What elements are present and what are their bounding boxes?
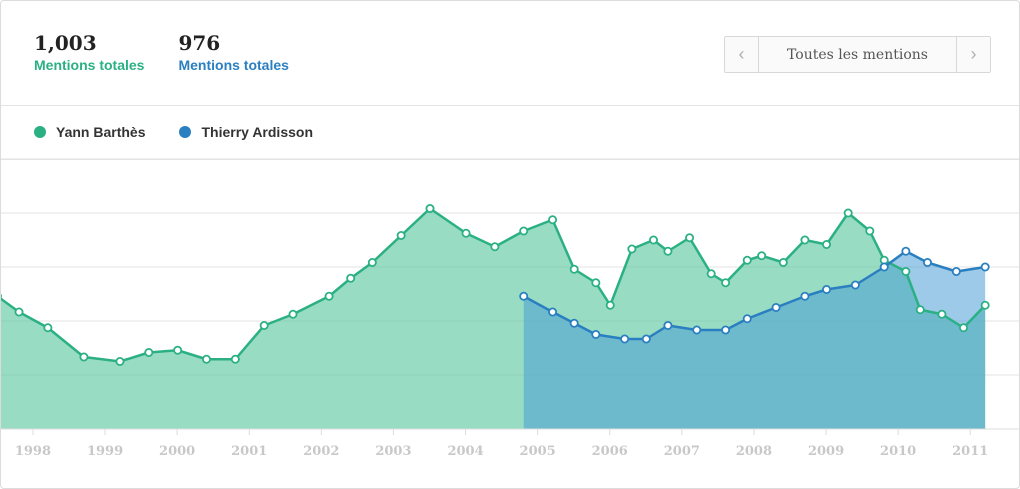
- data-point: [144, 347, 154, 357]
- legend: Yann Barthès Thierry Ardisson: [34, 124, 313, 140]
- data-point: [742, 255, 752, 265]
- data-point: [850, 280, 860, 290]
- stat-value: 1,003: [34, 31, 97, 55]
- data-point: [685, 233, 695, 243]
- data-point: [569, 264, 579, 274]
- data-point: [396, 230, 406, 240]
- data-point: [901, 246, 911, 256]
- stats-row: 1,003 Mentions totales 976 Mentions tota…: [34, 31, 289, 73]
- series-area: [523, 251, 986, 429]
- x-tick-label: 2009: [808, 444, 844, 459]
- data-point: [757, 251, 767, 261]
- data-point: [822, 284, 832, 294]
- mention-filter-switcher: ‹ Toutes les mentions ›: [724, 36, 991, 73]
- data-point: [519, 226, 529, 236]
- filter-label[interactable]: Toutes les mentions: [787, 46, 928, 63]
- data-point: [605, 300, 615, 310]
- stat-series-2: 976 Mentions totales: [178, 31, 288, 73]
- data-point: [591, 278, 601, 288]
- data-point: [569, 318, 579, 328]
- data-point: [641, 334, 651, 344]
- data-point: [800, 291, 810, 301]
- data-point: [14, 307, 24, 317]
- legend-dot: [34, 126, 46, 138]
- legend-label: Thierry Ardisson: [201, 124, 313, 140]
- divider: [1, 105, 1019, 106]
- legend-item-series-2[interactable]: Thierry Ardisson: [179, 124, 313, 140]
- x-tick-label: 2002: [303, 444, 339, 459]
- data-point: [721, 325, 731, 335]
- data-point: [115, 356, 125, 366]
- data-point: [951, 266, 961, 276]
- data-point: [43, 323, 53, 333]
- x-tick-label: 2003: [375, 444, 411, 459]
- data-point: [771, 302, 781, 312]
- data-point: [490, 242, 500, 252]
- data-point: [649, 235, 659, 245]
- series-line: [1, 207, 987, 363]
- data-point: [627, 244, 637, 254]
- data-point: [259, 320, 269, 330]
- data-point: [865, 226, 875, 236]
- x-tick-label: 2010: [880, 444, 916, 459]
- data-point: [915, 305, 925, 315]
- data-point: [519, 291, 529, 301]
- x-tick-label: 2007: [664, 444, 700, 459]
- data-point: [843, 208, 853, 218]
- data-point: [548, 215, 558, 225]
- data-point: [173, 345, 183, 355]
- legend-dot: [179, 126, 192, 138]
- data-point: [663, 246, 673, 256]
- data-point: [937, 309, 947, 319]
- data-point: [822, 239, 832, 249]
- x-tick-label: 2006: [592, 444, 628, 459]
- x-tick-label: 2008: [736, 444, 772, 459]
- stat-label: Mentions totales: [178, 57, 289, 73]
- data-point: [367, 257, 377, 267]
- data-point: [721, 278, 731, 288]
- data-point: [620, 334, 630, 344]
- x-tick-label: 2001: [231, 444, 267, 459]
- data-point: [79, 352, 89, 362]
- data-point: [425, 203, 435, 213]
- data-point: [591, 329, 601, 339]
- x-tick-label: 2004: [447, 444, 483, 459]
- x-tick-label: 2005: [520, 444, 556, 459]
- data-point: [692, 325, 702, 335]
- data-point: [742, 314, 752, 324]
- data-point: [800, 235, 810, 245]
- data-point: [346, 273, 356, 283]
- data-point: [778, 257, 788, 267]
- data-point: [922, 257, 932, 267]
- stat-series-1: 1,003 Mentions totales: [34, 31, 144, 73]
- x-tick-label: 2000: [159, 444, 195, 459]
- x-tick-label: 1999: [87, 444, 123, 459]
- legend-label: Yann Barthès: [56, 124, 146, 140]
- stat-label: Mentions totales: [34, 57, 145, 73]
- stat-value: 976: [178, 31, 221, 55]
- data-point: [901, 266, 911, 276]
- data-point: [288, 309, 298, 319]
- chevron-right-icon[interactable]: ›: [956, 37, 990, 72]
- data-point: [879, 262, 889, 272]
- chevron-left-icon[interactable]: ‹: [725, 37, 759, 72]
- x-tick-label: 1998: [15, 444, 51, 459]
- data-point: [663, 320, 673, 330]
- data-point: [980, 300, 990, 310]
- data-point: [461, 228, 471, 238]
- data-point: [230, 354, 240, 364]
- data-point: [548, 307, 558, 317]
- data-point: [980, 262, 990, 272]
- legend-item-series-1[interactable]: Yann Barthès: [34, 124, 145, 140]
- x-tick-label: 2011: [952, 444, 988, 459]
- data-point: [706, 269, 716, 279]
- data-point: [324, 291, 334, 301]
- data-point: [201, 354, 211, 364]
- data-point: [959, 323, 969, 333]
